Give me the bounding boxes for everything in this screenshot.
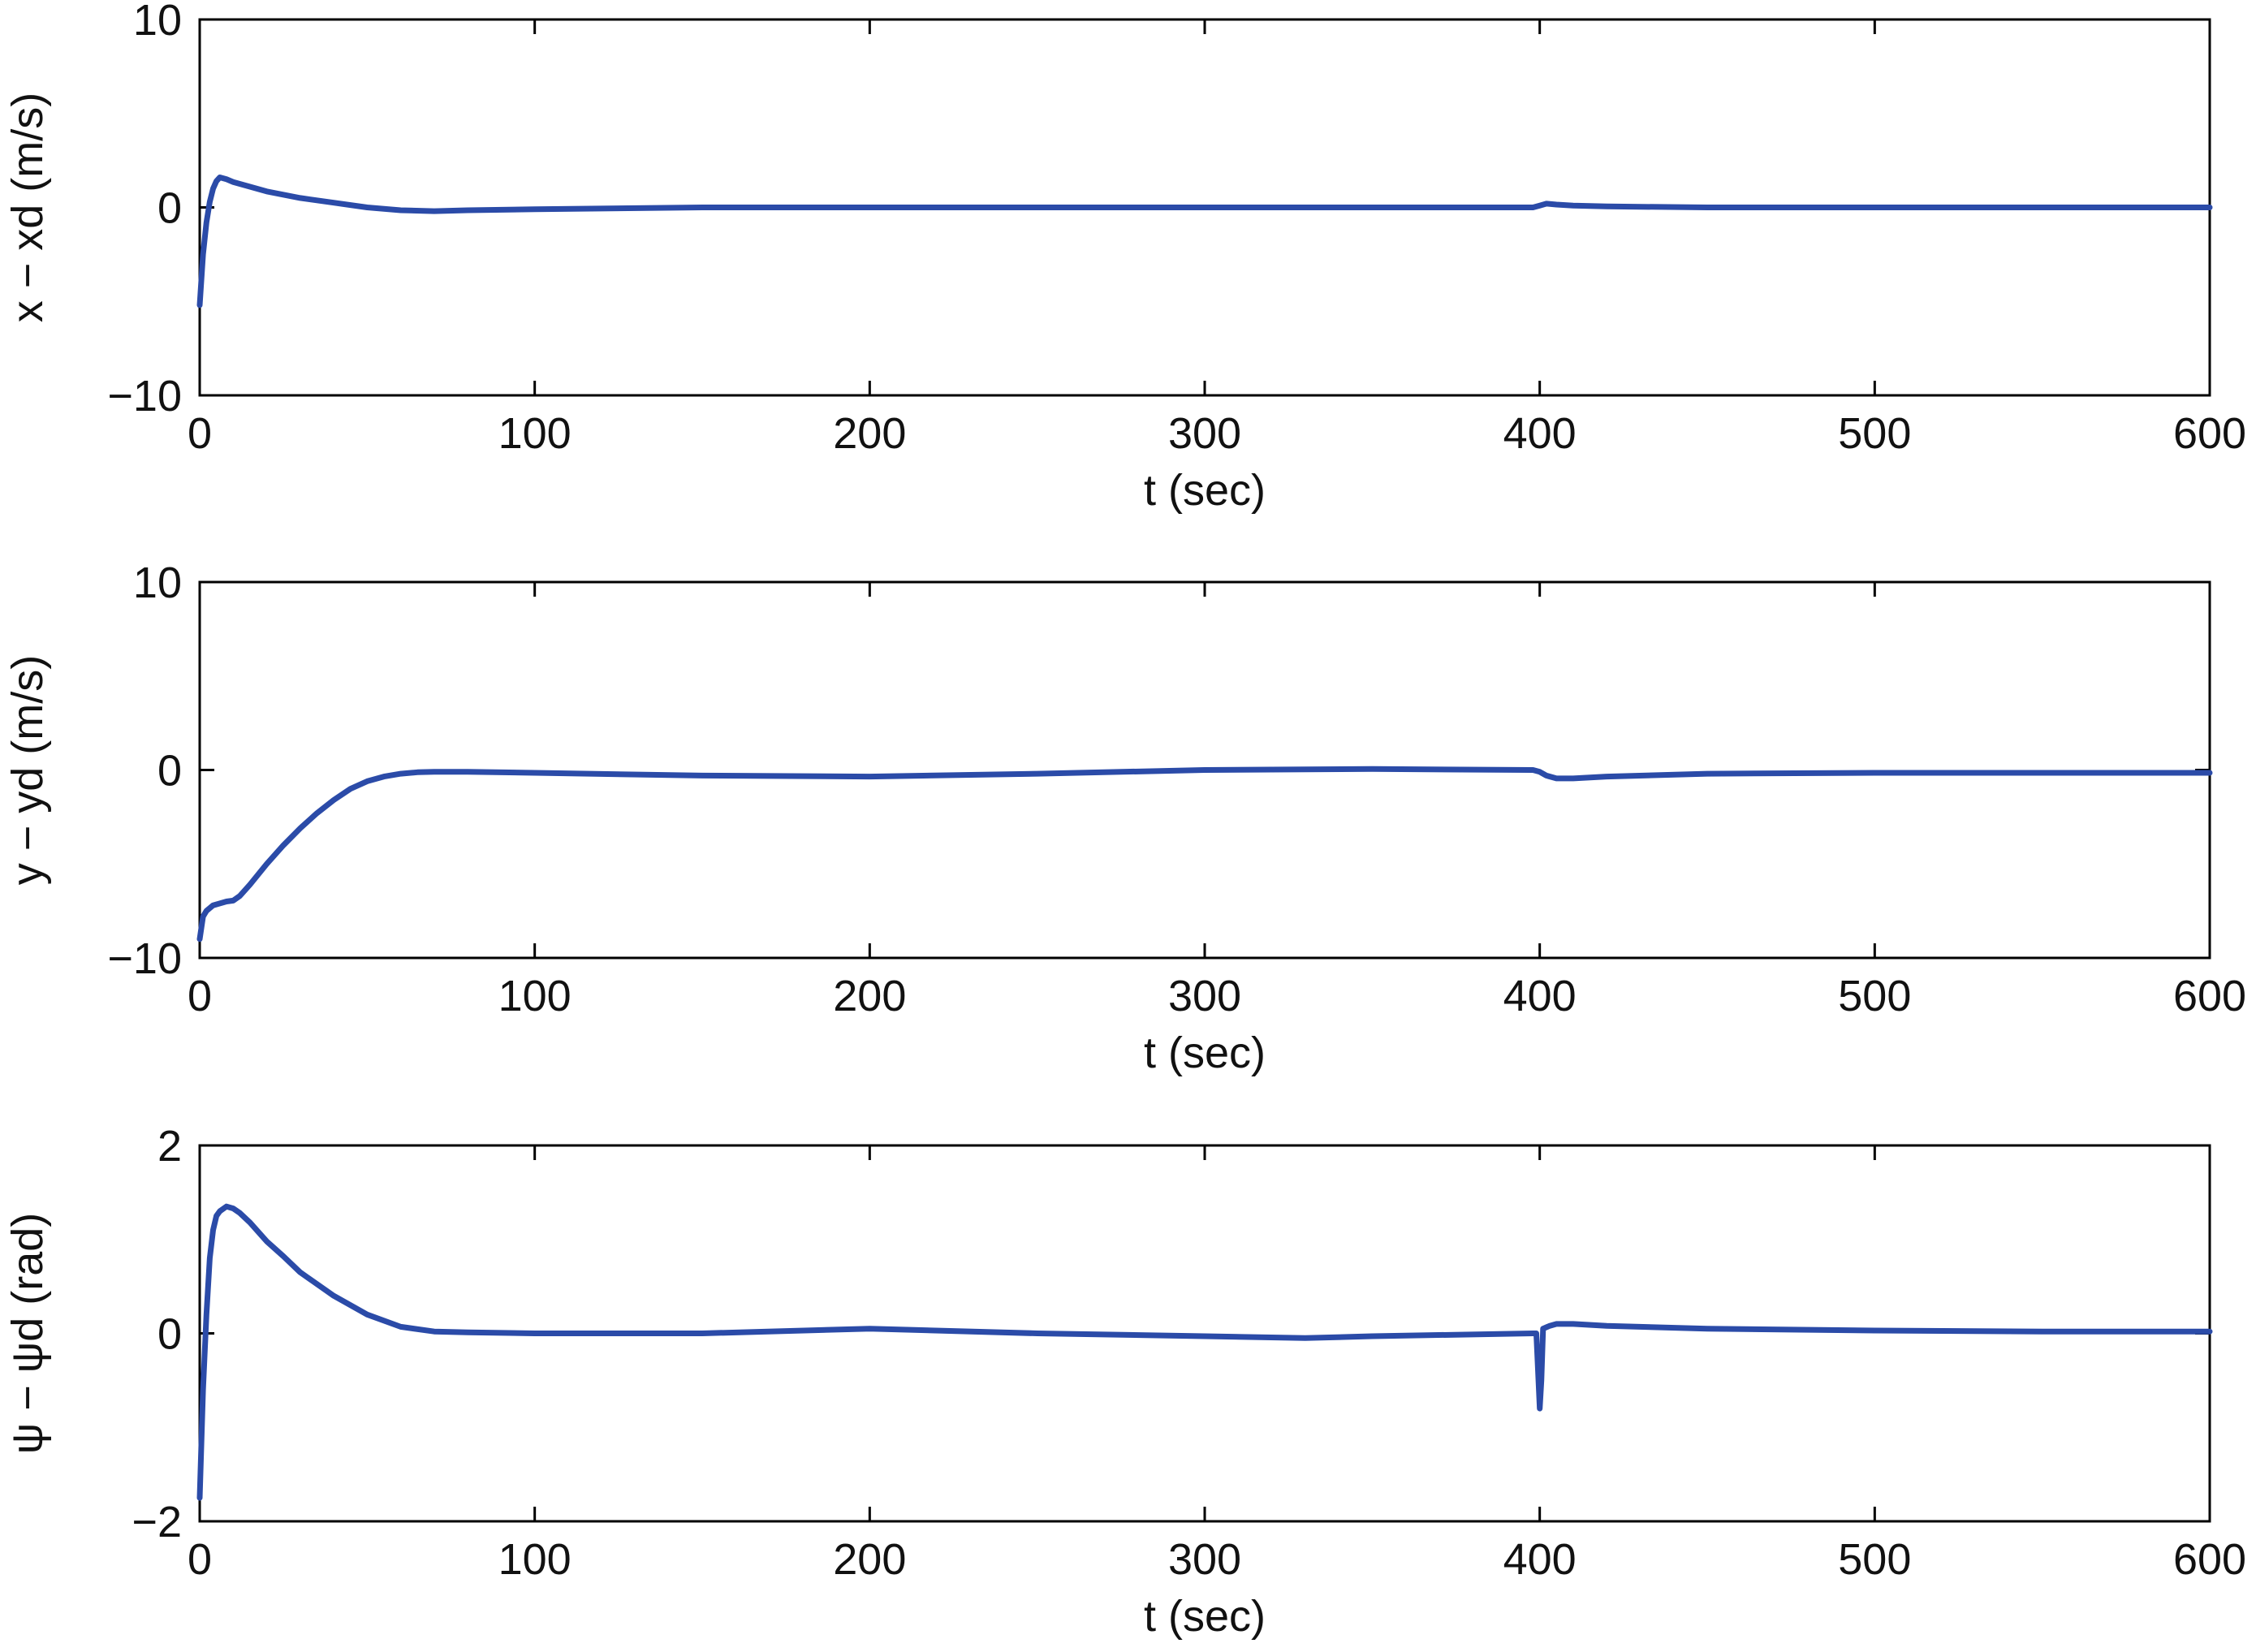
x-tick-label: 200 — [833, 409, 906, 458]
x-tick-label: 600 — [2173, 1535, 2246, 1584]
y-tick-label: −2 — [132, 1498, 182, 1546]
y-tick-label: 0 — [157, 184, 182, 233]
x-tick-label: 500 — [1838, 1535, 1911, 1584]
x-tick-label: 100 — [498, 1535, 572, 1584]
x-tick-label: 300 — [1168, 972, 1241, 1020]
y-tick-label: 0 — [157, 1310, 182, 1359]
x-axis-label: t (sec) — [1144, 1029, 1266, 1077]
y-axis-label: x − xd (m/s) — [3, 93, 52, 323]
x-tick-label: 300 — [1168, 1535, 1241, 1584]
x-tick-label: 0 — [188, 1535, 212, 1584]
x-tick-label: 200 — [833, 972, 906, 1020]
y-tick-label: 2 — [157, 1122, 182, 1171]
x-tick-label: 200 — [833, 1535, 906, 1584]
x-tick-label: 0 — [188, 409, 212, 458]
series-line-1 — [196, 1203, 2213, 1501]
x-tick-label: 600 — [2173, 972, 2246, 1020]
x-tick-label: 400 — [1503, 972, 1577, 1020]
x-tick-label: 400 — [1503, 1535, 1577, 1584]
y-axis-label: y − yd (m/s) — [3, 655, 52, 886]
series-line-1 — [196, 766, 2213, 942]
y-axis-label: ψ − ψd (rad) — [3, 1213, 52, 1455]
x-tick-label: 0 — [188, 972, 212, 1020]
x-tick-label: 600 — [2173, 409, 2246, 458]
x-axis-label: t (sec) — [1144, 466, 1266, 515]
y-tick-label: 10 — [133, 559, 182, 607]
x-tick-label: 500 — [1838, 409, 1911, 458]
x-tick-label: 300 — [1168, 409, 1241, 458]
x-tick-label: 500 — [1838, 972, 1911, 1020]
series-line-1 — [196, 175, 2213, 308]
y-tick-label: −10 — [107, 934, 182, 983]
x-tick-label: 400 — [1503, 409, 1577, 458]
x-axis-label: t (sec) — [1144, 1592, 1266, 1641]
x-tick-label: 100 — [498, 409, 572, 458]
y-tick-label: 0 — [157, 747, 182, 796]
x-tick-label: 100 — [498, 972, 572, 1020]
y-tick-label: 10 — [133, 0, 182, 45]
y-tick-label: −10 — [107, 372, 182, 421]
